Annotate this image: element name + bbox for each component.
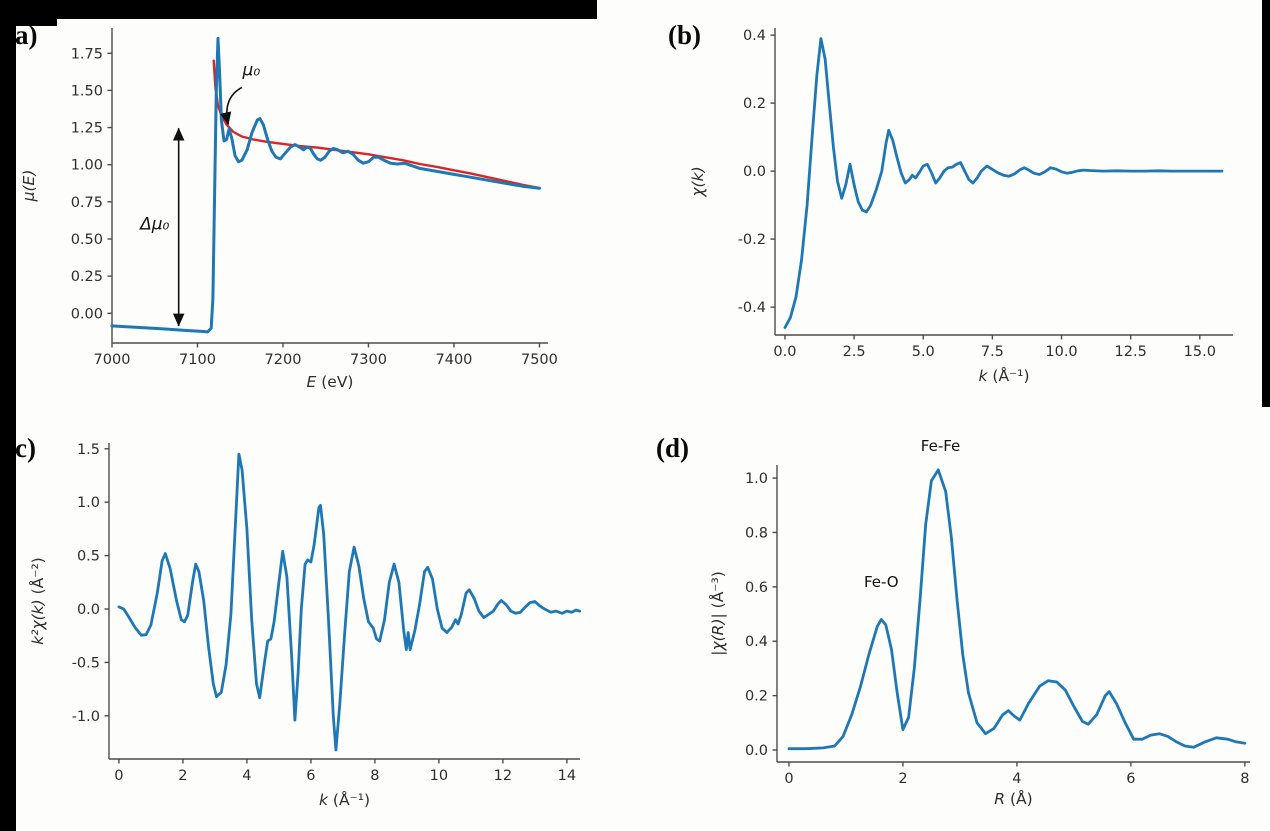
y-tick-label: -0.2 <box>738 232 766 248</box>
y-tick-label: 0.50 <box>71 232 103 248</box>
left-edge-black-bar <box>0 0 16 831</box>
y-tick-label: 0.75 <box>71 195 103 211</box>
annotation-text: Fe-Fe <box>921 437 961 455</box>
y-tick-label: 1.00 <box>71 158 103 174</box>
y-axis-label: χ(k) <box>689 166 707 197</box>
chart-svg-a: 7000 7100 7200 7300 7400 7500 0.00 0.25 0.50 0.75… <box>20 28 558 391</box>
annotation-arrow <box>219 86 243 126</box>
x-tick-label: 7400 <box>436 352 473 368</box>
y-tick-label: 1.75 <box>71 46 103 62</box>
x-tick-label: 0.0 <box>773 344 796 360</box>
y-tick-label: 0.0 <box>745 743 768 759</box>
right-edge-black-bar <box>1262 0 1270 407</box>
x-tick-label: 10.0 <box>1045 344 1077 360</box>
x-tick-label: 2.5 <box>843 344 866 360</box>
y-tick-label: 1.0 <box>745 471 768 487</box>
y-tick-label: 0.25 <box>71 269 103 285</box>
y-axis-label: μ(E) <box>20 170 38 203</box>
x-axis-label: k (Å⁻¹) <box>978 366 1029 385</box>
x-tick-label: 7500 <box>521 352 558 368</box>
y-axis-label: |χ(R)| (Å⁻³) <box>708 571 727 656</box>
y-tick-label: 0.4 <box>743 28 766 44</box>
panel-b-chik-chart: (b) 0.0 2.5 5.0 7.5 10.0 12.5 15.0 -0.4 -0.2 0.0 0… <box>630 0 1270 415</box>
series-mu-E-measured <box>110 36 541 334</box>
x-tick-label: 7100 <box>179 352 216 368</box>
panel-d-chir-chart: (d) 0 2 4 6 8 0.0 0.2 0.4 0.6 0.8 1.0 R (Å) |χ(R)| (… <box>630 415 1270 831</box>
x-axis-label: R (Å) <box>994 789 1032 808</box>
panel-d-letter: (d) <box>656 433 689 463</box>
y-tick-label: 0.8 <box>745 525 768 541</box>
y-tick-label: 0.00 <box>71 306 103 322</box>
y-axis-label: k²χ(k) (Å⁻²) <box>28 557 47 644</box>
x-tick-label: 7300 <box>350 352 387 368</box>
y-tick-label: 0.6 <box>745 580 768 596</box>
x-tick-label: 6 <box>306 768 315 784</box>
x-tick-label: 0 <box>114 768 123 784</box>
y-tick-label: 0.0 <box>743 164 766 180</box>
y-tick-label: -0.4 <box>738 300 766 316</box>
x-tick-label: 6 <box>1126 771 1135 787</box>
chart-svg-b: 0.0 2.5 5.0 7.5 10.0 12.5 15.0 -0.4 -0.2 0.0 0.2 0.… <box>689 28 1233 385</box>
x-tick-label: 7000 <box>94 352 131 368</box>
series-k2-chi-k <box>117 452 582 752</box>
y-tick-label: 1.50 <box>71 83 103 99</box>
x-tick-label: 2 <box>178 768 187 784</box>
y-tick-label: 0.2 <box>745 689 768 705</box>
x-tick-label: 12.5 <box>1115 344 1147 360</box>
panel-c-k2chik-chart: (c) 0 2 4 6 8 10 12 14 -1.0 -0.5 0.0 0.5 1.0 1.5 k (Å⁻… <box>0 415 630 831</box>
x-tick-label: 0 <box>784 771 793 787</box>
x-tick-label: 14 <box>558 768 576 784</box>
x-axis-label: E (eV) <box>307 373 354 391</box>
top-edge-black-bar <box>0 0 597 19</box>
x-tick-label: 8 <box>370 768 379 784</box>
chart-svg-c: 0 2 4 6 8 10 12 14 -1.0 -0.5 0.0 0.5 1.0 1.5 k (Å⁻¹) k²… <box>28 442 582 809</box>
y-tick-label: 1.0 <box>77 495 100 511</box>
y-tick-label: 1.25 <box>71 121 103 137</box>
x-axis-label: k (Å⁻¹) <box>319 790 370 809</box>
y-tick-label: -0.5 <box>72 655 100 671</box>
x-tick-label: 15.0 <box>1184 344 1216 360</box>
x-tick-label: 4 <box>242 768 251 784</box>
x-tick-label: 2 <box>898 771 907 787</box>
series-chi-k <box>783 37 1224 329</box>
x-tick-label: 12 <box>494 768 512 784</box>
chart-svg-d: 0 2 4 6 8 0.0 0.2 0.4 0.6 0.8 1.0 R (Å) |χ(R)| (Å⁻³)… <box>708 437 1250 808</box>
annotation-text: μ₀ <box>242 61 261 81</box>
y-tick-label: 0.4 <box>745 634 768 650</box>
annotation-text: Fe-O <box>864 573 899 591</box>
annotation-text: Δμ₀ <box>138 214 169 234</box>
y-tick-label: 0.0 <box>77 602 100 618</box>
y-tick-label: 1.5 <box>77 442 100 458</box>
x-tick-label: 7.5 <box>981 344 1004 360</box>
x-tick-label: 5.0 <box>912 344 935 360</box>
y-tick-label: 0.5 <box>77 549 100 565</box>
series-chi-R-magnitude <box>787 468 1247 751</box>
y-tick-label: -1.0 <box>72 709 100 725</box>
y-tick-label: 0.2 <box>743 96 766 112</box>
x-tick-label: 8 <box>1240 771 1249 787</box>
x-tick-label: 10 <box>430 768 448 784</box>
panel-a-xanes-chart: (a) 7000 7100 7200 7300 7400 7500 0.00 0.25 0.50… <box>0 0 630 415</box>
x-tick-label: 4 <box>1012 771 1021 787</box>
x-tick-label: 7200 <box>265 352 302 368</box>
panel-b-letter: (b) <box>668 20 701 50</box>
